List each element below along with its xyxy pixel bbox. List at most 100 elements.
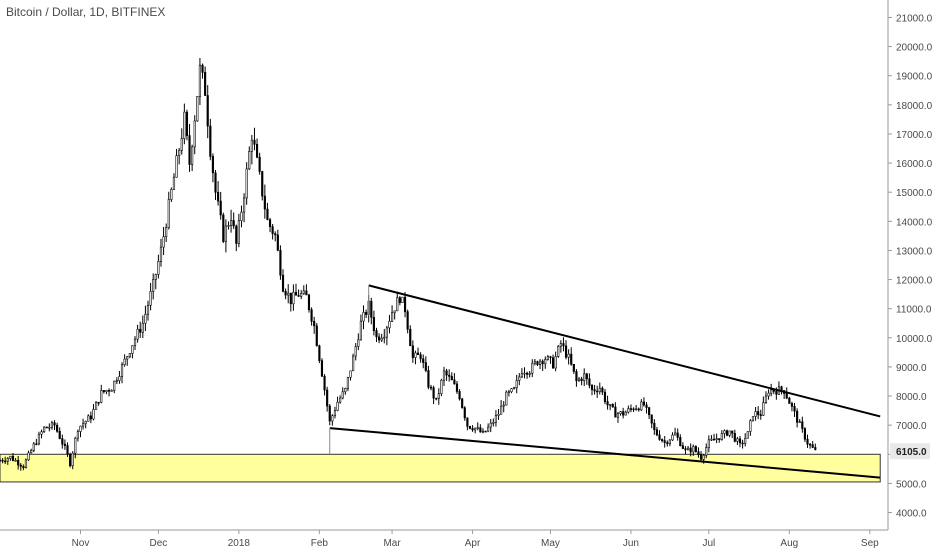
candle-body (344, 388, 347, 393)
candle-body (437, 393, 440, 399)
candle-body (43, 426, 46, 433)
candle-body (341, 391, 344, 399)
y-tick-label: 13000.0 (896, 246, 932, 257)
candle-body (1, 459, 4, 462)
candle-body (63, 443, 66, 446)
candle-body (655, 429, 658, 436)
candle-body (339, 397, 342, 403)
candle-body (22, 466, 25, 469)
candle-body (167, 199, 170, 229)
candle-body (66, 445, 69, 455)
candle-body (474, 427, 477, 431)
y-tick-label: 14000.0 (896, 217, 932, 228)
candle-body (588, 378, 591, 386)
candle-body (723, 430, 726, 434)
candle-body (375, 330, 378, 338)
candle-body (635, 408, 638, 411)
candle-body (736, 438, 739, 442)
candle-body (326, 389, 329, 407)
candle-body (305, 290, 308, 296)
candle-body (414, 352, 417, 358)
candle-body (333, 410, 337, 417)
candle-body (492, 422, 495, 424)
candle-body (237, 220, 240, 244)
candle-body (653, 422, 656, 431)
candle-body (198, 64, 202, 97)
candle-body (616, 413, 620, 418)
candle-body (4, 460, 7, 463)
x-tick-label: Sep (861, 538, 879, 549)
candle-body (110, 390, 113, 392)
candle-body (159, 246, 163, 262)
candle-body (731, 430, 734, 434)
candle-body (609, 404, 612, 406)
candle-body (162, 236, 165, 248)
candle-body (611, 404, 614, 408)
candle-body (471, 428, 474, 431)
candle-body (409, 328, 412, 347)
candle-body (294, 291, 298, 296)
candle-body (126, 356, 129, 360)
candle-body (767, 392, 770, 397)
candle-body (572, 364, 575, 372)
candle-body (146, 304, 150, 315)
candle-body (619, 411, 622, 415)
candle-body (242, 197, 246, 213)
candle-body (549, 356, 552, 358)
candle-body (120, 364, 124, 377)
candle-body (359, 320, 362, 341)
candle-body (107, 390, 111, 392)
candle-body (191, 146, 194, 165)
candle-body (697, 451, 700, 456)
y-tick-label: 7000.0 (896, 421, 927, 432)
candle-body (61, 438, 64, 445)
candle-body (596, 390, 599, 393)
candle-body (432, 387, 435, 399)
candle-body (684, 448, 687, 451)
candle-body (302, 290, 305, 294)
candle-body (463, 407, 466, 419)
candle-body (567, 353, 570, 358)
x-tick-label: Feb (311, 538, 329, 549)
candle-body (35, 443, 38, 446)
candle-body (185, 111, 189, 136)
candle-body (27, 452, 30, 461)
last-price-badge (890, 443, 930, 460)
candle-body (383, 336, 386, 339)
y-tick-label: 21000.0 (896, 13, 932, 24)
candle-body (136, 328, 139, 340)
candle-body (323, 375, 326, 391)
candle-body (209, 125, 212, 157)
candle-body (603, 391, 607, 402)
candle-body (279, 249, 282, 276)
candle-body (692, 446, 695, 453)
candle-body (440, 379, 443, 394)
candle-body (780, 386, 783, 391)
candle-body (37, 433, 41, 445)
candle-body (559, 343, 562, 347)
y-tick-label: 11000.0 (896, 305, 932, 316)
candle-body (346, 376, 350, 389)
candle-body (115, 380, 118, 382)
candle-body (281, 274, 285, 292)
candle-body (790, 403, 794, 407)
candle-body (710, 438, 713, 441)
candle-body (79, 425, 82, 432)
candle-body (598, 387, 601, 392)
candle-body (590, 385, 594, 390)
candle-body (14, 460, 17, 462)
candle-body (427, 370, 430, 388)
candle-body (513, 387, 516, 390)
candle-body (515, 380, 518, 389)
candle-body (336, 401, 339, 411)
candle-body (92, 409, 95, 420)
candle-body (796, 410, 799, 423)
candle-body (222, 214, 225, 242)
candle-body (349, 370, 352, 378)
candle-body (201, 64, 204, 73)
candle-body (526, 372, 529, 375)
candle-body (100, 390, 103, 403)
candle-body (764, 395, 768, 403)
candle-body (718, 438, 721, 440)
